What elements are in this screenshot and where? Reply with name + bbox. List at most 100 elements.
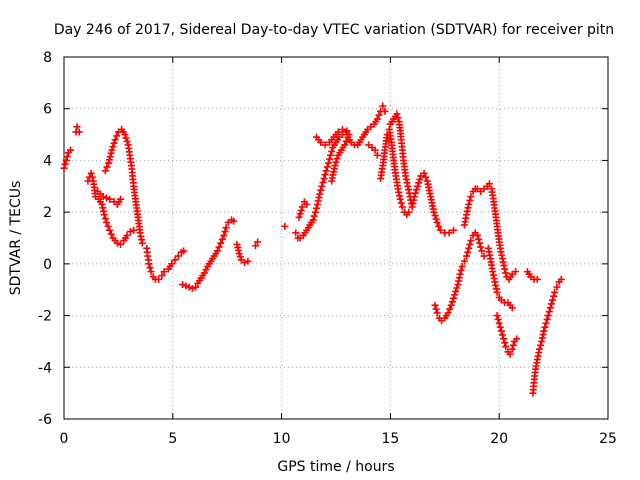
data-point <box>550 292 558 300</box>
data-point <box>445 229 453 237</box>
data-point <box>311 208 319 216</box>
data-point <box>456 270 464 278</box>
data-point <box>557 275 565 283</box>
data-point <box>185 283 193 291</box>
data-point <box>405 208 413 216</box>
data-point <box>220 231 228 239</box>
data-point <box>501 339 509 347</box>
data-point <box>188 284 196 292</box>
data-point <box>513 335 521 343</box>
data-point <box>435 222 443 230</box>
data-point <box>316 190 324 198</box>
data-point <box>533 275 541 283</box>
chart-title: Day 246 of 2017, Sidereal Day-to-day VTE… <box>54 22 614 38</box>
data-point <box>460 257 468 265</box>
data-point <box>168 260 176 268</box>
data-point <box>477 243 485 251</box>
x-tick-label: 20 <box>490 431 508 447</box>
data-point <box>327 151 335 159</box>
data-point <box>215 243 223 251</box>
data-point <box>544 312 552 320</box>
data-point <box>244 257 252 265</box>
data-point <box>447 301 455 309</box>
data-point <box>101 215 109 223</box>
data-points <box>60 102 565 397</box>
data-point <box>508 304 516 312</box>
data-point <box>106 195 114 203</box>
data-point <box>303 200 311 208</box>
data-point <box>73 123 81 131</box>
data-point <box>317 138 325 146</box>
data-point <box>444 309 452 317</box>
data-point <box>130 226 138 234</box>
data-point <box>433 309 441 317</box>
data-point <box>113 239 121 247</box>
x-tick-label: 10 <box>273 431 291 447</box>
x-tick-label: 25 <box>599 431 617 447</box>
data-point <box>110 139 118 147</box>
data-point <box>473 231 481 239</box>
data-point <box>192 283 200 291</box>
data-point <box>381 107 389 115</box>
data-point <box>107 149 115 157</box>
data-point <box>502 269 510 277</box>
data-point <box>373 115 381 123</box>
data-point <box>61 160 69 168</box>
data-point <box>328 147 336 155</box>
data-point <box>158 271 166 279</box>
data-point <box>138 239 146 247</box>
data-point <box>217 239 225 247</box>
data-point <box>466 197 474 205</box>
data-point <box>67 146 75 154</box>
data-point <box>108 146 116 154</box>
data-point <box>537 341 545 349</box>
data-point <box>88 173 96 181</box>
data-point <box>506 350 514 358</box>
y-tick-label: 2 <box>43 205 52 221</box>
data-point <box>553 283 561 291</box>
data-point <box>296 210 304 218</box>
data-point <box>123 137 131 145</box>
data-point <box>448 298 456 306</box>
data-point <box>549 296 557 304</box>
data-point <box>179 281 187 289</box>
data-point <box>371 146 379 154</box>
plot-frame <box>63 56 609 420</box>
data-point <box>422 173 430 181</box>
data-point <box>453 284 461 292</box>
data-point <box>464 248 472 256</box>
data-point <box>155 275 163 283</box>
y-tick-labels: -6 -4 -2 0 2 4 6 8 <box>38 50 52 428</box>
y-tick-label: -4 <box>38 360 52 376</box>
data-point <box>433 218 441 226</box>
data-point <box>512 268 520 276</box>
data-point <box>397 199 405 207</box>
data-point <box>495 319 503 327</box>
data-point <box>545 308 553 316</box>
data-point <box>431 212 439 220</box>
data-point <box>463 252 471 260</box>
data-point <box>450 294 458 302</box>
data-point <box>103 163 111 171</box>
data-point <box>410 193 418 201</box>
y-tick-label: 6 <box>43 102 52 118</box>
data-point <box>478 247 486 255</box>
data-point <box>343 127 351 135</box>
data-point <box>222 224 230 232</box>
data-point <box>146 264 154 272</box>
data-point <box>106 153 114 161</box>
data-point <box>121 131 129 139</box>
data-point <box>100 211 108 219</box>
data-point <box>502 343 510 351</box>
data-point <box>430 208 438 216</box>
data-point <box>436 226 444 234</box>
data-point <box>411 189 419 197</box>
data-point <box>542 319 550 327</box>
data-point <box>297 206 305 214</box>
data-point <box>413 186 421 194</box>
y-tick-label: -6 <box>38 412 52 428</box>
data-point <box>416 175 424 183</box>
y-tick-label: -2 <box>38 309 52 325</box>
data-point <box>171 256 179 264</box>
